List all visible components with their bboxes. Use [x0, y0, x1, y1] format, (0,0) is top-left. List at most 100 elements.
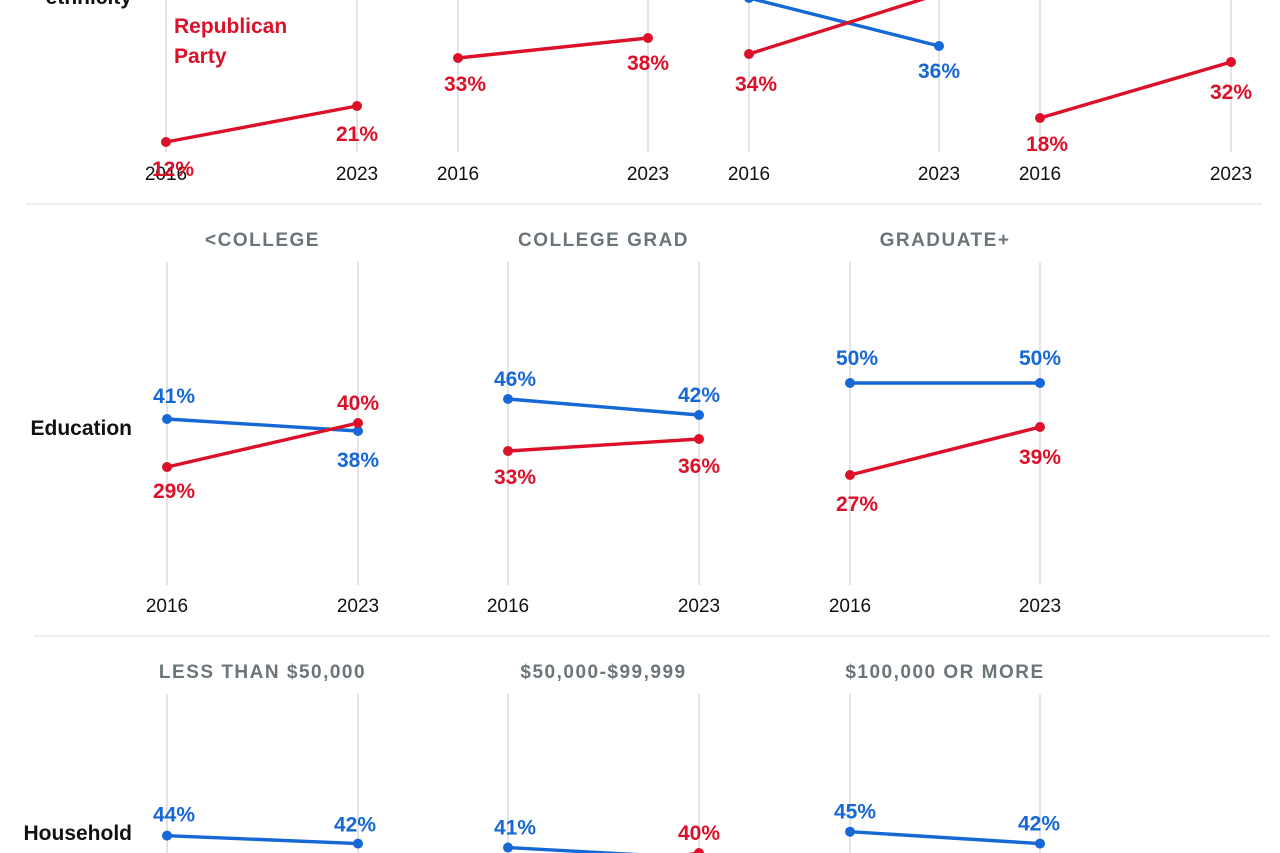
value-label-republican-2016: 29% — [153, 480, 195, 503]
value-label-republican-2023: 38% — [627, 52, 669, 75]
data-point-republican-2016 — [744, 49, 754, 59]
panel-9: $100,000 OR MORE 45% 42% — [834, 662, 1060, 853]
legend-label-line: Republican — [174, 15, 287, 38]
panel-7: LESS THAN $50,000 44% 42% — [153, 662, 376, 853]
series-line-republican — [747, 0, 926, 56]
value-label-democratic-2023: 42% — [334, 814, 376, 837]
data-point-republican-2016 — [845, 470, 855, 480]
x-tick-label-2016: 2016 — [146, 596, 188, 617]
series-line-republican — [848, 425, 1042, 477]
value-label-republican-2016: 34% — [735, 73, 777, 96]
series-line-democratic — [848, 829, 1042, 846]
x-tick-label-2016: 2016 — [145, 164, 187, 185]
series-line-republican — [456, 36, 650, 60]
value-label-republican-2016: 18% — [1026, 133, 1068, 156]
panel-5: COLLEGE GRAD 2016 2023 46% 42% 33% 36% — [487, 230, 720, 617]
x-tick-label-2023: 2023 — [1210, 164, 1252, 185]
value-label-democratic-2016: 50% — [836, 347, 878, 370]
x-tick-label-2016: 2016 — [829, 596, 871, 617]
data-point-democratic-2016 — [162, 830, 172, 841]
panel-2: 2016 2023 36% 34% — [728, 0, 960, 185]
series-line-democratic — [165, 833, 360, 846]
series-line-democratic — [506, 397, 701, 417]
x-tick-label-2023: 2023 — [336, 164, 378, 185]
value-label-republican-2016: 27% — [836, 493, 878, 516]
data-point-democratic-2016 — [503, 842, 513, 853]
panel-3: 2016 2023 18% 32% — [1019, 0, 1252, 185]
value-label-republican-2023: 21% — [336, 123, 378, 146]
value-label-republican-2023: 36% — [678, 455, 720, 478]
legend-republican-party: Republican Party — [174, 15, 287, 68]
x-tick-label-2016: 2016 — [1019, 164, 1061, 185]
x-tick-label-2023: 2023 — [337, 596, 379, 617]
data-point-democratic-2023 — [694, 410, 704, 420]
series-line-republican — [165, 421, 360, 469]
x-tick-label-2023: 2023 — [918, 164, 960, 185]
row-label-ethnicity: ethnicity — [46, 0, 133, 9]
series-line-republican — [164, 104, 359, 144]
data-point-democratic-2016 — [845, 378, 855, 388]
series-line-democratic — [506, 845, 639, 853]
data-point-democratic-2023 — [353, 838, 363, 849]
panel-title: GRADUATE+ — [880, 230, 1011, 251]
panel-title: LESS THAN $50,000 — [159, 662, 366, 683]
series-line-republican — [1038, 60, 1233, 120]
x-tick-label-2016: 2016 — [728, 164, 770, 185]
data-point-democratic-2023 — [353, 426, 363, 436]
value-label-democratic-2023: 50% — [1019, 347, 1061, 370]
data-point-republican-2023 — [1226, 57, 1236, 67]
value-label-democratic-2016: 41% — [494, 817, 536, 840]
value-label-democratic-2016: 45% — [834, 801, 876, 824]
data-point-republican-2023 — [1035, 422, 1045, 432]
value-label-democratic-2023: 42% — [678, 384, 720, 407]
panel-title: $100,000 OR MORE — [845, 662, 1044, 683]
data-point-republican-2016 — [162, 462, 172, 472]
panel-6: GRADUATE+ 2016 2023 50% 50% 27% 39% — [829, 230, 1061, 617]
value-label-democratic-2023: 36% — [918, 60, 960, 83]
x-tick-label-2016: 2016 — [437, 164, 479, 185]
data-point-republican-2016 — [1035, 113, 1045, 123]
value-label-democratic-2023: 42% — [1018, 813, 1060, 836]
series-line-republican — [506, 437, 701, 453]
value-label-democratic-2016: 44% — [153, 804, 195, 827]
data-point-republican-2023 — [352, 101, 362, 111]
data-point-democratic-2016 — [845, 826, 855, 837]
value-label-republican-2023: 32% — [1210, 81, 1252, 104]
data-point-republican-2023 — [694, 434, 704, 444]
value-label-republican-2016: 33% — [494, 466, 536, 489]
data-point-republican-2016 — [453, 53, 463, 63]
value-label-republican-2016: 12% — [152, 158, 194, 181]
row-label-education: Education — [30, 417, 132, 440]
row-label-household: Household — [24, 822, 133, 845]
data-point-democratic-2016 — [503, 394, 513, 404]
data-point-democratic-2023 — [1035, 378, 1045, 388]
data-point-democratic-2023 — [934, 41, 944, 51]
x-tick-label-2016: 2016 — [487, 596, 529, 617]
value-label-republican-2023: 39% — [1019, 446, 1061, 469]
panel-title: COLLEGE GRAD — [518, 230, 689, 251]
data-point-republican-2016 — [161, 137, 171, 147]
panel-4: <COLLEGE 2016 2023 41% 38% 29% 40% — [146, 230, 379, 617]
data-point-republican-2023 — [694, 848, 704, 853]
value-label-republican-2023: 40% — [678, 822, 720, 845]
value-label-democratic-2016: 41% — [153, 385, 195, 408]
data-point-democratic-2016 — [162, 414, 172, 424]
x-tick-label-2023: 2023 — [627, 164, 669, 185]
panel-title: $50,000-$99,999 — [520, 662, 686, 683]
data-point-republican-2016 — [503, 446, 513, 456]
data-point-republican-2023 — [353, 418, 363, 428]
data-point-democratic-2023 — [1035, 838, 1045, 849]
panel-title: <COLLEGE — [205, 230, 320, 251]
x-tick-label-2023: 2023 — [1019, 596, 1061, 617]
value-label-republican-2016: 33% — [444, 73, 486, 96]
data-point-democratic-2016 — [744, 0, 754, 3]
panel-8: $50,000-$99,999 41% 40% — [494, 662, 720, 853]
panel-0: 2016 2023 12% 21% — [145, 0, 378, 185]
data-point-republican-2023 — [643, 33, 653, 43]
value-label-democratic-2016: 46% — [494, 368, 536, 391]
x-tick-label-2023: 2023 — [678, 596, 720, 617]
series-line-democratic — [749, 0, 941, 48]
panel-1: 2016 2023 33% 38% — [437, 0, 669, 185]
legend-label-line: Party — [174, 45, 227, 68]
